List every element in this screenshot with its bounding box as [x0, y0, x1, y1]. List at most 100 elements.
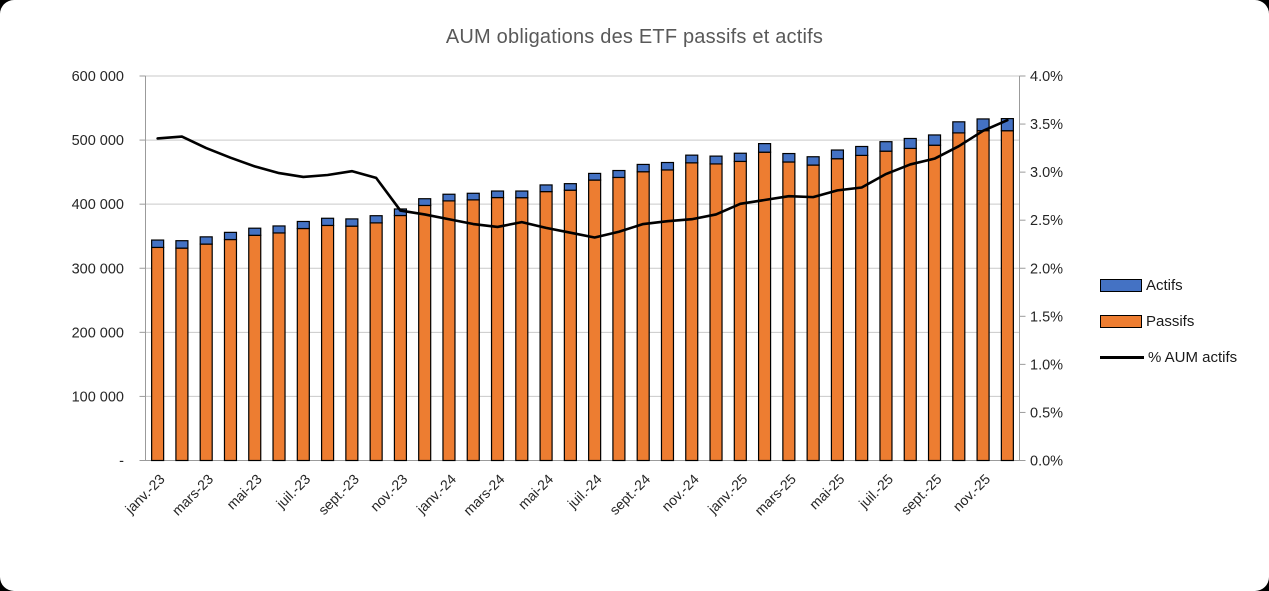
bar-passifs	[855, 154, 869, 462]
y-axis-label-left: 300 000	[72, 261, 124, 277]
bar-actifs	[733, 152, 747, 163]
bar-actifs	[490, 190, 505, 199]
x-axis-label: mars-25	[751, 471, 799, 519]
bar-actifs	[199, 236, 213, 245]
bar-actifs	[175, 240, 189, 249]
bar-actifs	[879, 141, 893, 152]
bar-passifs	[1000, 130, 1014, 462]
x-axis-label: sept.-24	[606, 471, 653, 518]
bar-passifs	[588, 179, 602, 462]
bar-actifs	[539, 184, 553, 193]
pct-line-swatch	[1100, 355, 1144, 359]
bar-passifs	[296, 227, 310, 462]
bar-actifs	[757, 143, 772, 153]
bar-passifs	[515, 197, 529, 462]
bar-actifs	[855, 145, 869, 156]
chart-legend: Actifs Passifs % AUM actifs	[1100, 274, 1237, 368]
bar-actifs	[296, 220, 310, 230]
bar-passifs	[248, 234, 262, 462]
y-axis-label-left: 500 000	[72, 133, 124, 149]
bar-passifs	[320, 224, 335, 462]
legend-item-pct-line: % AUM actifs	[1100, 346, 1237, 368]
y-axis-label-right: 2.0%	[1030, 261, 1063, 277]
y-axis-label-right: 2.5%	[1030, 213, 1063, 229]
pct-aum-line	[156, 118, 1009, 239]
bar-actifs	[660, 161, 675, 171]
bar-actifs	[418, 198, 432, 207]
y-axis-label-right: 4.0%	[1030, 69, 1063, 85]
y-axis-label-right: 0.5%	[1030, 405, 1063, 421]
bar-actifs	[806, 156, 820, 166]
legend-label-passifs: Passifs	[1146, 312, 1195, 330]
bar-actifs	[903, 137, 917, 150]
y-axis-label-right: 3.5%	[1030, 117, 1063, 133]
bar-passifs	[393, 214, 408, 462]
bar-passifs	[466, 199, 480, 462]
y-axis-label-left: -	[119, 454, 124, 470]
bar-passifs	[636, 171, 650, 462]
legend-item-actifs: Actifs	[1100, 274, 1237, 296]
bar-passifs	[272, 232, 286, 462]
bar-passifs	[539, 191, 553, 462]
bar-passifs	[442, 200, 456, 462]
bar-actifs	[685, 154, 699, 164]
bar-actifs	[442, 193, 456, 202]
y-axis-label-left: 100 000	[72, 389, 124, 405]
bar-actifs	[782, 152, 796, 163]
bar-passifs	[660, 169, 675, 462]
y-axis-label-right: 1.0%	[1030, 357, 1063, 373]
bar-actifs	[588, 172, 602, 181]
bar-passifs	[830, 158, 845, 462]
chart-title: AUM obligations des ETF passifs et actif…	[445, 26, 824, 48]
bar-actifs	[223, 231, 238, 241]
x-axis-label: mars-23	[169, 471, 217, 519]
bar-actifs	[709, 155, 723, 165]
bar-actifs	[612, 169, 626, 179]
y-axis-label-right: 1.5%	[1030, 309, 1063, 325]
legend-label-actifs: Actifs	[1146, 276, 1183, 294]
legend-label-pct-line: % AUM actifs	[1148, 348, 1238, 366]
legend-item-passifs: Passifs	[1100, 310, 1237, 332]
x-axis-label: nov.-23	[367, 471, 411, 515]
y-axis-label-left: 400 000	[72, 197, 124, 213]
x-axis-label: janv.-23	[121, 471, 168, 518]
bar-actifs	[830, 149, 845, 160]
x-axis-label: juil.-24	[564, 471, 605, 512]
bar-passifs	[345, 225, 359, 462]
x-axis-label: mai-25	[806, 471, 848, 513]
bar-passifs	[879, 150, 893, 462]
bar-actifs	[248, 227, 262, 236]
bar-passifs	[151, 246, 165, 462]
bar-actifs	[636, 163, 650, 173]
x-axis-label: sept.-25	[898, 471, 945, 518]
y-axis-label-right: 0.0%	[1030, 454, 1063, 470]
x-axis-label: juil.-23	[272, 471, 313, 512]
x-axis-label: juil.-25	[855, 471, 896, 512]
x-axis-label: janv.-24	[413, 471, 460, 518]
bar-passifs	[199, 243, 213, 462]
bar-passifs	[418, 204, 432, 462]
bar-actifs	[515, 190, 529, 199]
bar-passifs	[782, 161, 796, 462]
bar-actifs	[369, 215, 383, 224]
bar-passifs	[709, 163, 723, 462]
bar-actifs	[563, 183, 577, 191]
bar-passifs	[223, 238, 238, 462]
bar-passifs	[612, 176, 626, 462]
x-axis-label: sept.-23	[315, 471, 362, 518]
bar-passifs	[175, 247, 189, 462]
y-axis-label-left: 600 000	[72, 69, 124, 85]
bar-passifs	[952, 132, 966, 462]
bar-actifs	[272, 225, 286, 234]
bar-passifs	[490, 196, 505, 462]
bar-passifs	[903, 147, 917, 462]
x-axis-label: mai-24	[515, 471, 557, 513]
bar-passifs	[806, 164, 820, 462]
y-axis-label-left: 200 000	[72, 325, 124, 341]
x-axis-label: mai-23	[223, 471, 265, 513]
x-axis-label: mars-24	[460, 471, 508, 519]
bar-passifs	[685, 162, 699, 462]
x-axis-label: janv.-25	[704, 471, 751, 518]
